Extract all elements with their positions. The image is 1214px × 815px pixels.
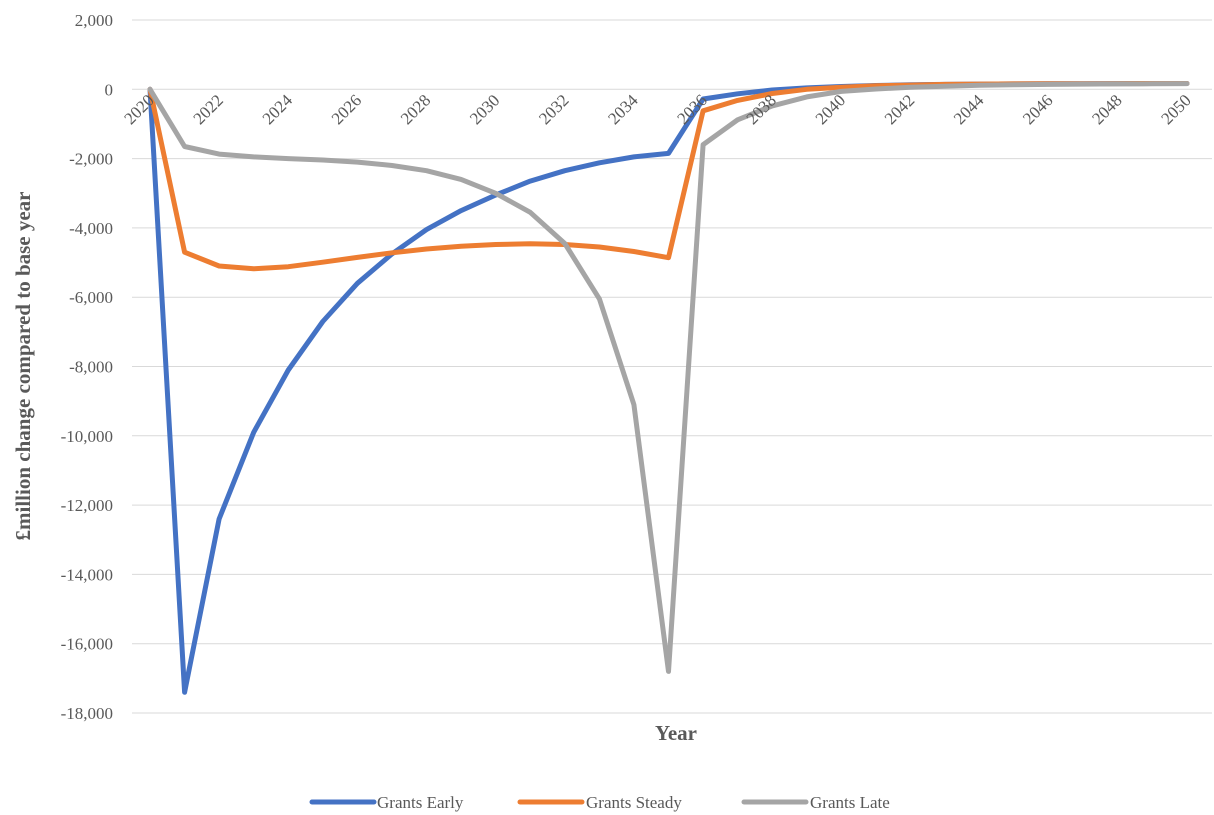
x-tick-label: 2032 bbox=[535, 91, 572, 128]
y-tick-label: 0 bbox=[105, 80, 114, 99]
x-tick-label: 2026 bbox=[328, 91, 365, 128]
legend-label: Grants Steady bbox=[586, 793, 682, 812]
y-tick-label: -14,000 bbox=[61, 565, 113, 584]
y-tick-label: -10,000 bbox=[61, 427, 113, 446]
y-tick-label: -12,000 bbox=[61, 496, 113, 515]
series-lines bbox=[150, 84, 1187, 693]
x-tick-label: 2044 bbox=[950, 90, 988, 128]
legend-item-grants-early: Grants Early bbox=[312, 793, 464, 812]
x-axis-title: Year bbox=[655, 721, 697, 745]
legend-item-grants-steady: Grants Steady bbox=[520, 793, 682, 812]
x-tick-label: 2034 bbox=[604, 90, 642, 128]
x-tick-label: 2030 bbox=[466, 91, 503, 128]
x-tick-label: 2050 bbox=[1157, 91, 1194, 128]
y-tick-label: 2,000 bbox=[75, 11, 113, 30]
series-line-grants-early bbox=[150, 84, 1187, 693]
y-tick-label: -2,000 bbox=[69, 150, 113, 169]
x-tick-labels: 2020 2022 2024 2026 2028 2030 2032 2034 2036 2038… bbox=[120, 90, 1194, 128]
y-tick-label: -16,000 bbox=[61, 635, 113, 654]
y-axis-title: £million change compared to base year bbox=[11, 191, 35, 540]
y-tick-labels: 2,000 0 -2,000 -4,000 -6,000 -8,000 -10,000 -12… bbox=[61, 11, 113, 723]
legend-item-grants-late: Grants Late bbox=[744, 793, 890, 812]
legend-label: Grants Late bbox=[810, 793, 890, 812]
legend-label: Grants Early bbox=[377, 793, 464, 812]
y-tick-label: -8,000 bbox=[69, 358, 113, 377]
x-tick-label: 2042 bbox=[881, 91, 918, 128]
x-tick-label: 2028 bbox=[397, 91, 434, 128]
x-tick-label: 2048 bbox=[1088, 91, 1125, 128]
x-tick-label: 2024 bbox=[259, 90, 297, 128]
legend: Grants Early Grants Steady Grants Late bbox=[312, 793, 890, 812]
y-tick-label: -6,000 bbox=[69, 288, 113, 307]
series-line-grants-late bbox=[150, 84, 1187, 672]
y-tick-label: -18,000 bbox=[61, 704, 113, 723]
x-tick-label: 2022 bbox=[189, 91, 226, 128]
x-tick-label: 2046 bbox=[1019, 91, 1056, 128]
y-tick-label: -4,000 bbox=[69, 219, 113, 238]
